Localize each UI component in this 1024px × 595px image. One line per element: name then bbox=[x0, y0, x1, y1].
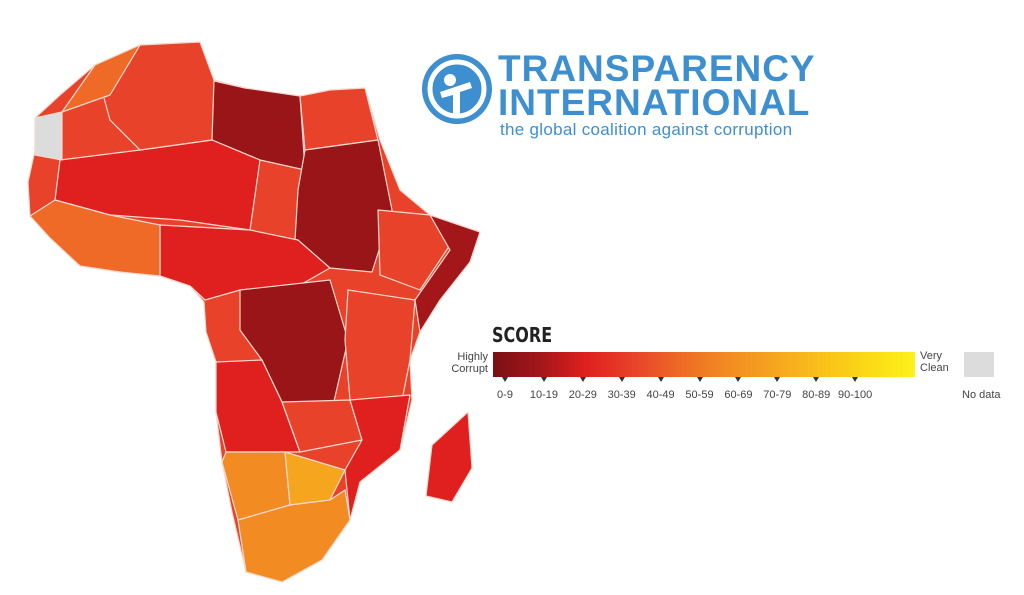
legend-tick-label: 30-39 bbox=[607, 389, 636, 401]
region-western-sahara bbox=[34, 111, 63, 161]
ti-globe-icon bbox=[422, 54, 492, 124]
region-mozambique bbox=[344, 394, 411, 521]
legend-tick-mark bbox=[852, 377, 859, 382]
legend-tick-label: 10-19 bbox=[529, 389, 558, 401]
legend-tick-label: 50-59 bbox=[685, 389, 714, 401]
no-data-label: No data bbox=[962, 389, 1001, 401]
legend-tick-label: 70-79 bbox=[763, 389, 792, 401]
transparency-international-logo: TRANSPARENCY INTERNATIONAL the global co… bbox=[420, 48, 815, 148]
region-west-coast bbox=[29, 199, 161, 277]
region-morocco bbox=[61, 44, 141, 113]
logo-tagline: the global coalition against corruption bbox=[500, 120, 793, 139]
legend-tick-label: 90-100 bbox=[837, 389, 873, 401]
legend-tick-mark bbox=[618, 377, 625, 382]
region-madagascar bbox=[425, 411, 473, 503]
legend-left-label: Highly Corrupt bbox=[451, 351, 488, 375]
no-data-swatch bbox=[964, 352, 994, 377]
legend-tick-mark bbox=[774, 377, 781, 382]
legend-tick-label: 20-29 bbox=[568, 389, 597, 401]
legend-title: SCORE bbox=[492, 323, 553, 347]
legend-tick-label: 80-89 bbox=[802, 389, 831, 401]
legend-tick-mark bbox=[540, 377, 547, 382]
legend-tick-label: 40-49 bbox=[646, 389, 675, 401]
legend-tick-mark bbox=[696, 377, 703, 382]
legend-tick-label: 60-69 bbox=[724, 389, 753, 401]
legend-tick-mark bbox=[813, 377, 820, 382]
region-ethiopia bbox=[377, 209, 451, 291]
logo-line2: INTERNATIONAL bbox=[498, 82, 811, 123]
legend-tick-label: 0-9 bbox=[497, 389, 513, 401]
region-south-africa bbox=[237, 489, 351, 583]
legend-tick-mark bbox=[735, 377, 742, 382]
region-sudan bbox=[294, 139, 393, 273]
legend-tick-mark bbox=[579, 377, 586, 382]
legend-tick-mark bbox=[502, 377, 508, 382]
region-somalia bbox=[414, 214, 481, 333]
legend-tick-mark bbox=[657, 377, 664, 382]
logo-line1: TRANSPARENCY bbox=[498, 48, 816, 89]
region-egypt bbox=[299, 87, 379, 151]
legend-right-label: Very Clean bbox=[920, 350, 949, 374]
legend-color-bar bbox=[493, 352, 915, 377]
